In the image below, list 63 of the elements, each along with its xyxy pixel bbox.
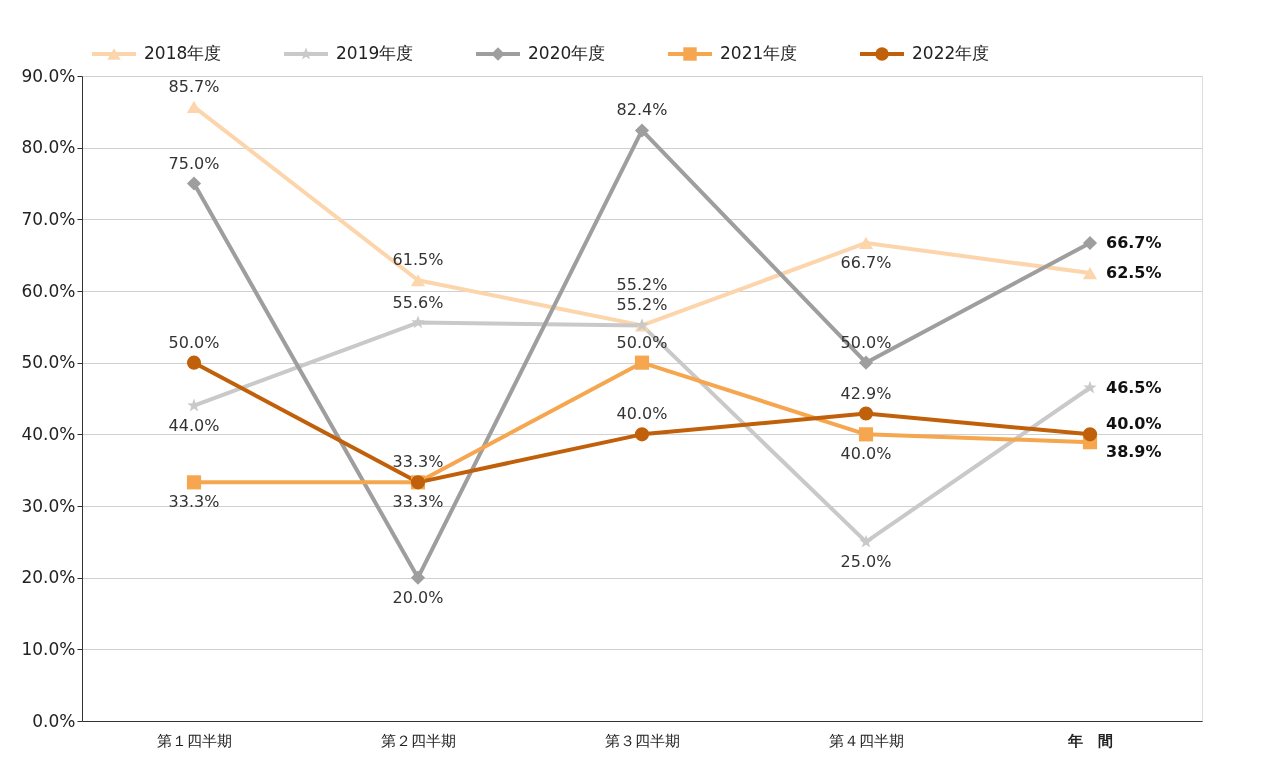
legend-label: 2018年度 (144, 43, 222, 63)
y-tick-label: 50.0% (21, 352, 76, 373)
x-tick-label: 第３四半期 (605, 731, 680, 750)
y-tick-label: 40.0% (21, 423, 76, 444)
y-tick-label: 90.0% (21, 65, 76, 86)
data-label: 55.2% (616, 275, 668, 295)
point (186, 355, 202, 370)
y-tick-label: 70.0% (21, 208, 76, 229)
y-tick-label: 80.0% (21, 137, 76, 158)
point (1082, 427, 1098, 442)
point (858, 355, 874, 370)
data-label: 66.7% (840, 252, 892, 272)
data-label: 20.0% (392, 587, 444, 607)
data-label: 62.5% (1106, 263, 1162, 283)
y-tick-label: 0.0% (32, 710, 76, 731)
point (858, 427, 874, 442)
y-tick-label: 10.0% (21, 638, 76, 659)
data-label: 38.9% (1106, 442, 1162, 462)
point (186, 475, 202, 490)
data-label: 50.0% (840, 332, 892, 352)
data-label: 40.0% (840, 444, 892, 464)
point (1083, 380, 1097, 394)
legend-label: 2019年度 (336, 43, 414, 63)
data-label: 82.4% (616, 100, 668, 120)
data-label: 33.3% (168, 492, 220, 512)
x-tick-label: 第１四半期 (157, 731, 232, 750)
data-label: 85.7% (168, 76, 220, 96)
data-label: 61.5% (392, 250, 444, 270)
data-label: 40.0% (616, 404, 668, 424)
data-label: 33.3% (392, 452, 444, 472)
legend-label: 2020年度 (528, 43, 606, 63)
point (634, 355, 650, 370)
x-tick-label: 第２四半期 (381, 731, 456, 750)
point (634, 123, 650, 138)
legend-label: 2022年度 (912, 43, 990, 63)
point (1082, 235, 1098, 251)
data-label: 50.0% (168, 332, 220, 352)
y-tick-label: 60.0% (21, 280, 76, 301)
data-label: 44.0% (168, 415, 220, 435)
data-label: 66.7% (1106, 232, 1162, 252)
point (858, 406, 874, 421)
data-label: 46.5% (1106, 377, 1162, 397)
legend-label: 2021年度 (720, 43, 798, 63)
x-tick-label: 第４四半期 (829, 731, 904, 750)
data-label: 75.0% (168, 153, 220, 173)
point (410, 570, 426, 585)
point (1082, 266, 1098, 280)
point (186, 176, 202, 191)
point (410, 274, 426, 287)
x-tick-label: 年 間 (1067, 731, 1113, 750)
data-label: 55.2% (616, 295, 668, 315)
data-label: 33.3% (392, 492, 444, 512)
data-label: 42.9% (840, 383, 892, 403)
y-tick-label: 30.0% (21, 495, 76, 516)
point (859, 534, 873, 548)
y-tick-label: 20.0% (21, 567, 76, 588)
point (411, 315, 425, 329)
data-label: 40.0% (1106, 414, 1162, 434)
data-label: 25.0% (840, 551, 892, 571)
data-label: 50.0% (616, 332, 668, 352)
data-label: 55.6% (392, 292, 444, 312)
point (858, 236, 874, 250)
point (634, 427, 650, 442)
